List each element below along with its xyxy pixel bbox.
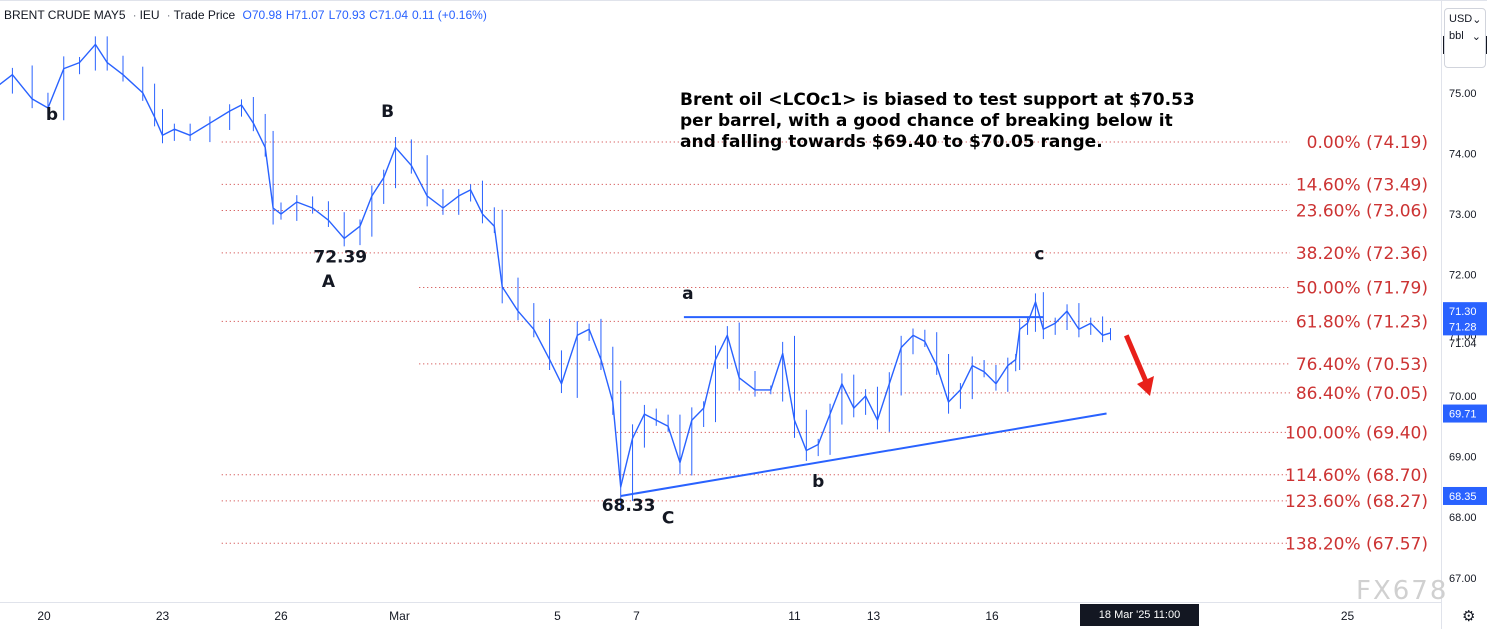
- price-axis-label: 68.35: [1449, 491, 1477, 503]
- y-tick-label: 72.00: [1449, 270, 1477, 282]
- y-tick-label: 75.00: [1449, 88, 1477, 100]
- currency-value: USD: [1449, 13, 1473, 25]
- x-tick-label: 7: [633, 609, 640, 623]
- wave-label: C: [662, 508, 674, 528]
- unit-dropdown[interactable]: bbl ⌄: [1445, 26, 1485, 43]
- red-down-arrow-icon: [1123, 334, 1150, 385]
- crosshair-date-badge: 18 Mar '25 11:00: [1080, 604, 1199, 626]
- fib-level-label: 114.60% (68.70): [1285, 466, 1428, 486]
- analysis-note: Brent oil <LCOc1> is biased to test supp…: [680, 90, 1195, 152]
- ohlc-open: O70.98: [242, 8, 282, 22]
- price-axis-badge: [1443, 404, 1487, 423]
- price-axis-label: 71.30: [1449, 306, 1477, 318]
- ohlc-low: L70.93: [328, 8, 366, 22]
- y-tick-label: 74.00: [1449, 148, 1477, 160]
- price-axis-badge: [1443, 317, 1487, 336]
- x-tick-label: 20: [37, 609, 51, 623]
- fib-level-label: 0.00% (74.19): [1307, 133, 1428, 153]
- ohlc-change: 0.11 (+0.16%): [412, 8, 487, 22]
- fib-level-label: 76.40% (70.53): [1296, 355, 1428, 375]
- fib-level-label: 100.00% (69.40): [1285, 423, 1428, 443]
- y-tick-label: 68.00: [1449, 512, 1477, 524]
- fib-level-label: 38.20% (72.36): [1296, 244, 1428, 264]
- y-tick-label: 67.00: [1449, 573, 1477, 585]
- gear-icon[interactable]: ⚙: [1462, 608, 1476, 625]
- chart-header: BRENT CRUDE MAY5 · IEU · Trade Price O70.98 H…: [4, 8, 487, 22]
- fib-level-label: 23.60% (73.06): [1296, 201, 1428, 221]
- exchange-name: IEU: [139, 8, 160, 22]
- fib-level-label: 123.60% (68.27): [1285, 492, 1428, 512]
- y-tick-label: 73.00: [1449, 209, 1477, 221]
- x-tick-label: 25: [1341, 609, 1355, 623]
- wave-label: A: [322, 272, 336, 292]
- watermark: FX678: [1356, 576, 1449, 606]
- fib-level-label: 138.20% (67.57): [1285, 534, 1428, 554]
- price-axis-label: 69.71: [1449, 409, 1477, 421]
- unit-value: bbl: [1449, 30, 1464, 42]
- price-axis-label: 71.04: [1449, 338, 1477, 350]
- wave-label: B: [381, 102, 394, 122]
- symbol-name[interactable]: BRENT CRUDE MAY5: [4, 8, 126, 22]
- chevron-down-icon: ⌄: [1472, 14, 1482, 26]
- currency-unit-select[interactable]: USD ⌄ bbl ⌄: [1444, 8, 1486, 68]
- x-tick-label: 23: [156, 609, 170, 623]
- trendline-support: [620, 412, 1107, 497]
- price-axis-label: 71.28: [1449, 321, 1477, 333]
- wave-label: a: [682, 284, 693, 304]
- x-tick-label: 26: [274, 609, 288, 623]
- wave-label: b: [46, 105, 58, 125]
- x-tick-label: 5: [554, 609, 561, 623]
- red-down-arrow-head: [1137, 375, 1154, 396]
- price-axis-badge: [1443, 486, 1487, 505]
- price-type: Trade Price: [173, 8, 236, 22]
- x-tick-label: Mar: [389, 609, 410, 623]
- fib-level-label: 61.80% (71.23): [1296, 312, 1428, 332]
- y-tick-label: 69.00: [1449, 452, 1477, 464]
- wave-label: 68.33: [602, 496, 656, 516]
- wave-label: b: [812, 472, 824, 492]
- currency-dropdown[interactable]: USD ⌄: [1445, 9, 1485, 26]
- chevron-down-icon: ⌄: [1471, 31, 1481, 43]
- x-tick-label: 16: [985, 609, 999, 623]
- wave-label: c: [1034, 245, 1044, 265]
- fib-level-label: 14.60% (73.49): [1296, 175, 1428, 195]
- ohlc-close: C71.04: [369, 8, 408, 22]
- wave-label: 72.39: [313, 248, 367, 268]
- x-tick-label: 11: [788, 609, 801, 623]
- y-tick-label: 70.00: [1449, 391, 1477, 403]
- fib-level-label: 86.40% (70.05): [1296, 384, 1428, 404]
- price-axis-badge: [1443, 302, 1487, 321]
- ohlc-high: H71.07: [285, 8, 325, 22]
- fib-level-label: 50.00% (71.79): [1296, 278, 1428, 298]
- x-tick-label: 13: [867, 609, 881, 623]
